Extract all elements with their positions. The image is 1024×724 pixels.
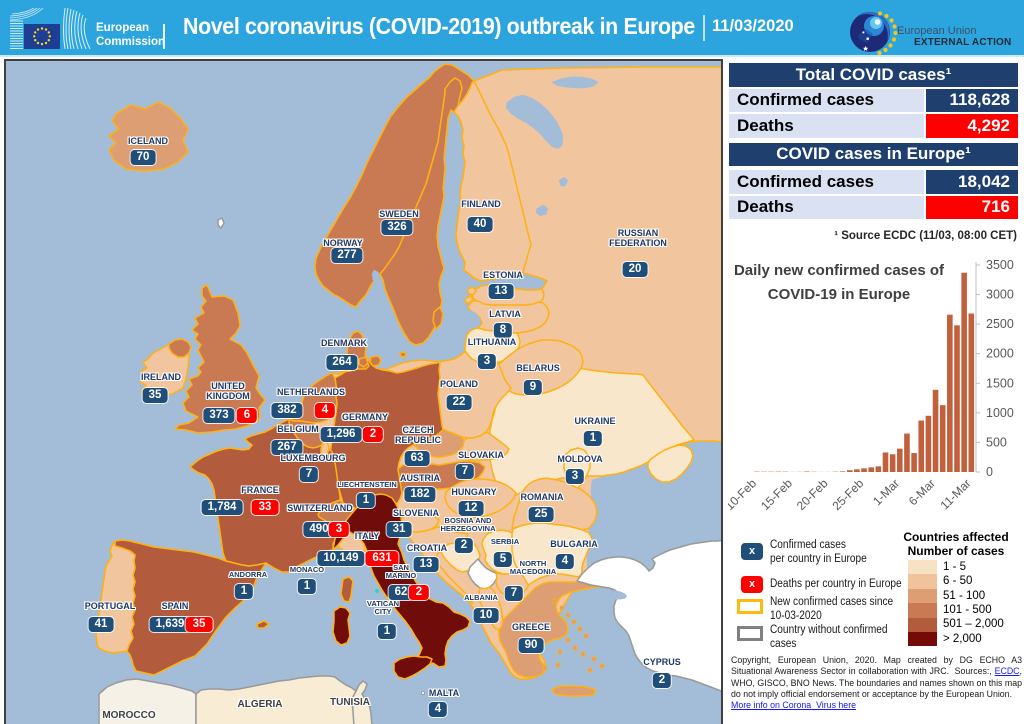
svg-text:500: 500	[986, 435, 1007, 449]
svg-text:1500: 1500	[986, 376, 1014, 390]
svg-text:15-Feb: 15-Feb	[758, 476, 795, 513]
svg-text:3000: 3000	[986, 288, 1014, 302]
svg-text:1-Mar: 1-Mar	[870, 476, 902, 508]
svg-text:2500: 2500	[986, 317, 1014, 331]
svg-text:3500: 3500	[986, 258, 1014, 272]
svg-text:1000: 1000	[986, 406, 1014, 420]
svg-text:20-Feb: 20-Feb	[794, 476, 831, 513]
svg-text:10-Feb: 10-Feb	[728, 476, 759, 513]
svg-text:2000: 2000	[986, 347, 1014, 361]
svg-text:25-Feb: 25-Feb	[830, 476, 867, 513]
svg-text:0: 0	[986, 465, 993, 479]
svg-text:11-Mar: 11-Mar	[937, 476, 973, 512]
svg-text:6-Mar: 6-Mar	[906, 476, 938, 508]
